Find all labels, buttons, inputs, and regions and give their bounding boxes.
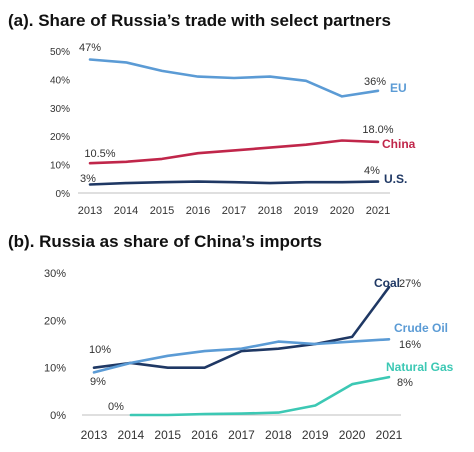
panel-b-x-tick: 2021 [376,428,403,442]
panel-b-y-tick: 20% [44,315,66,327]
panel-a-x-tick: 2018 [258,205,282,217]
panel-b-series-natural-gas-last-label: 8% [397,377,413,389]
panel-b-series-coal-name: Coal [374,276,400,290]
panel-a-series-china-first-label: 10.5% [84,148,115,160]
panel-a-series-u-s-first-label: 3% [80,173,96,185]
panel-b-series-coal-line [92,285,391,370]
panel-b-x-tick: 2013 [81,428,108,442]
panel-b-series-natural-gas-line [129,375,391,417]
panel-a-x-tick: 2015 [150,205,174,217]
panel-a-series-eu-line [88,58,380,98]
panel-b-x-tick: 2020 [339,428,366,442]
panel-a-x-tick: 2020 [330,205,354,217]
panel-a-y-tick: 0% [56,189,71,200]
panel-a-series-u-s-line [88,180,380,186]
panel-b-x-tick: 2016 [191,428,218,442]
panel-b-series-crude-oil-first-label: 9% [90,376,106,388]
panel-a-x-tick: 2013 [78,205,102,217]
panel-b-series-coal-first-label: 10% [89,344,111,356]
panel-a-series-u-s-last-label: 4% [364,165,380,177]
panel-b-x-tick: 2017 [228,428,255,442]
panel-b-series-crude-oil-line [92,337,391,374]
panel-a-y-tick: 40% [50,75,70,86]
panel-a-y-tick: 50% [50,47,70,58]
panel-a-title: (a). Share of Russia’s trade with select… [8,11,391,30]
panel-b-y-tick: 30% [44,268,66,280]
panel-b-x-tick: 2019 [302,428,329,442]
panel-b-series-natural-gas-name: Natural Gas [386,360,454,374]
panel-a-x-tick: 2019 [294,205,318,217]
panel-b-title: (b). Russia as share of China’s imports [8,232,322,251]
panel-b-series-natural-gas-first-label: 0% [108,401,124,413]
panel-a-x-tick: 2021 [366,205,390,217]
panel-a-series-eu-name: EU [390,81,407,95]
panel-a-series-china-line [88,139,380,165]
panel-a-y-tick: 20% [50,132,70,143]
panel-a-x-tick: 2016 [186,205,210,217]
panel-a-series-china-name: China [382,137,416,151]
panel-b-x-tick: 2014 [118,428,145,442]
panel-b-x-tick: 2015 [154,428,181,442]
panel-b-series-crude-oil-last-label: 16% [399,339,421,351]
panel-a-series-china-last-label: 18.0% [362,124,393,136]
panel-a-series-u-s-name: U.S. [384,172,407,186]
panel-b-series-coal-last-label: 27% [399,278,421,290]
panel-a-x-tick: 2017 [222,205,246,217]
panel-a-y-tick: 10% [50,161,70,172]
panel-a-x-tick: 2014 [114,205,138,217]
panel-b-y-tick: 0% [50,410,66,422]
panel-b-x-tick: 2018 [265,428,292,442]
panel-b-series-crude-oil-name: Crude Oil [394,321,448,335]
panel-a-series-eu-first-label: 47% [79,42,101,54]
panel-a-series-eu-last-label: 36% [364,76,386,88]
panel-a-y-tick: 30% [50,104,70,115]
panel-b-y-tick: 10% [44,363,66,375]
